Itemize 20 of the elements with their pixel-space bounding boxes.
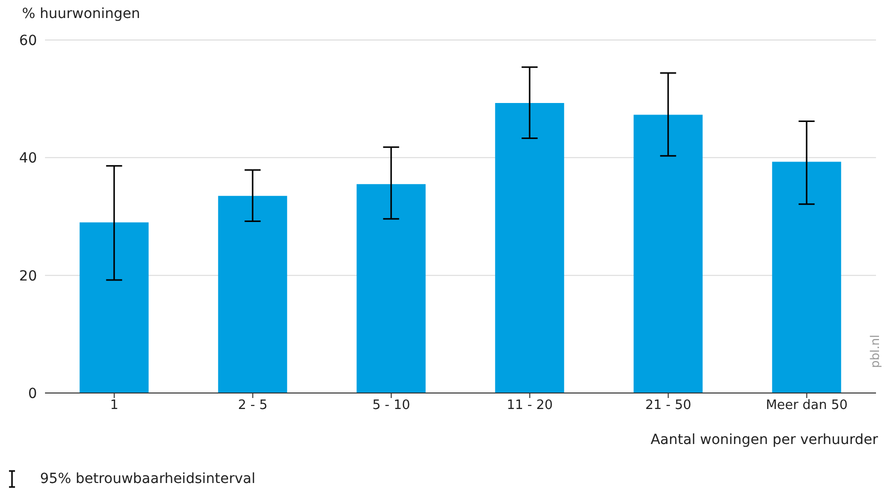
x-tick-label: 21 - 50 xyxy=(645,398,692,414)
bar xyxy=(356,184,426,393)
bar xyxy=(634,114,703,393)
y-tick-label: 20 xyxy=(19,268,37,284)
y-axis-title: % huurwoningen xyxy=(22,6,140,22)
x-tick-label: 2 - 5 xyxy=(238,398,268,414)
x-axis-title: Aantal woningen per verhuurder xyxy=(650,432,878,448)
y-tick-label: 60 xyxy=(19,32,37,49)
bar xyxy=(772,162,842,393)
bar xyxy=(495,102,564,393)
annotation: pbl.nl xyxy=(868,334,882,368)
x-tick-label: 1 xyxy=(110,398,118,414)
x-tick-label: Meer dan 50 xyxy=(766,398,848,414)
y-tick-label: 0 xyxy=(28,386,37,402)
x-tick-label: 11 - 20 xyxy=(506,398,553,414)
text: 95% betrouwbaarheidsinterval xyxy=(40,471,256,487)
bar xyxy=(80,222,149,393)
y-tick-label: 40 xyxy=(19,150,37,167)
x-tick-label: 5 - 10 xyxy=(372,398,410,414)
bar xyxy=(218,196,288,393)
